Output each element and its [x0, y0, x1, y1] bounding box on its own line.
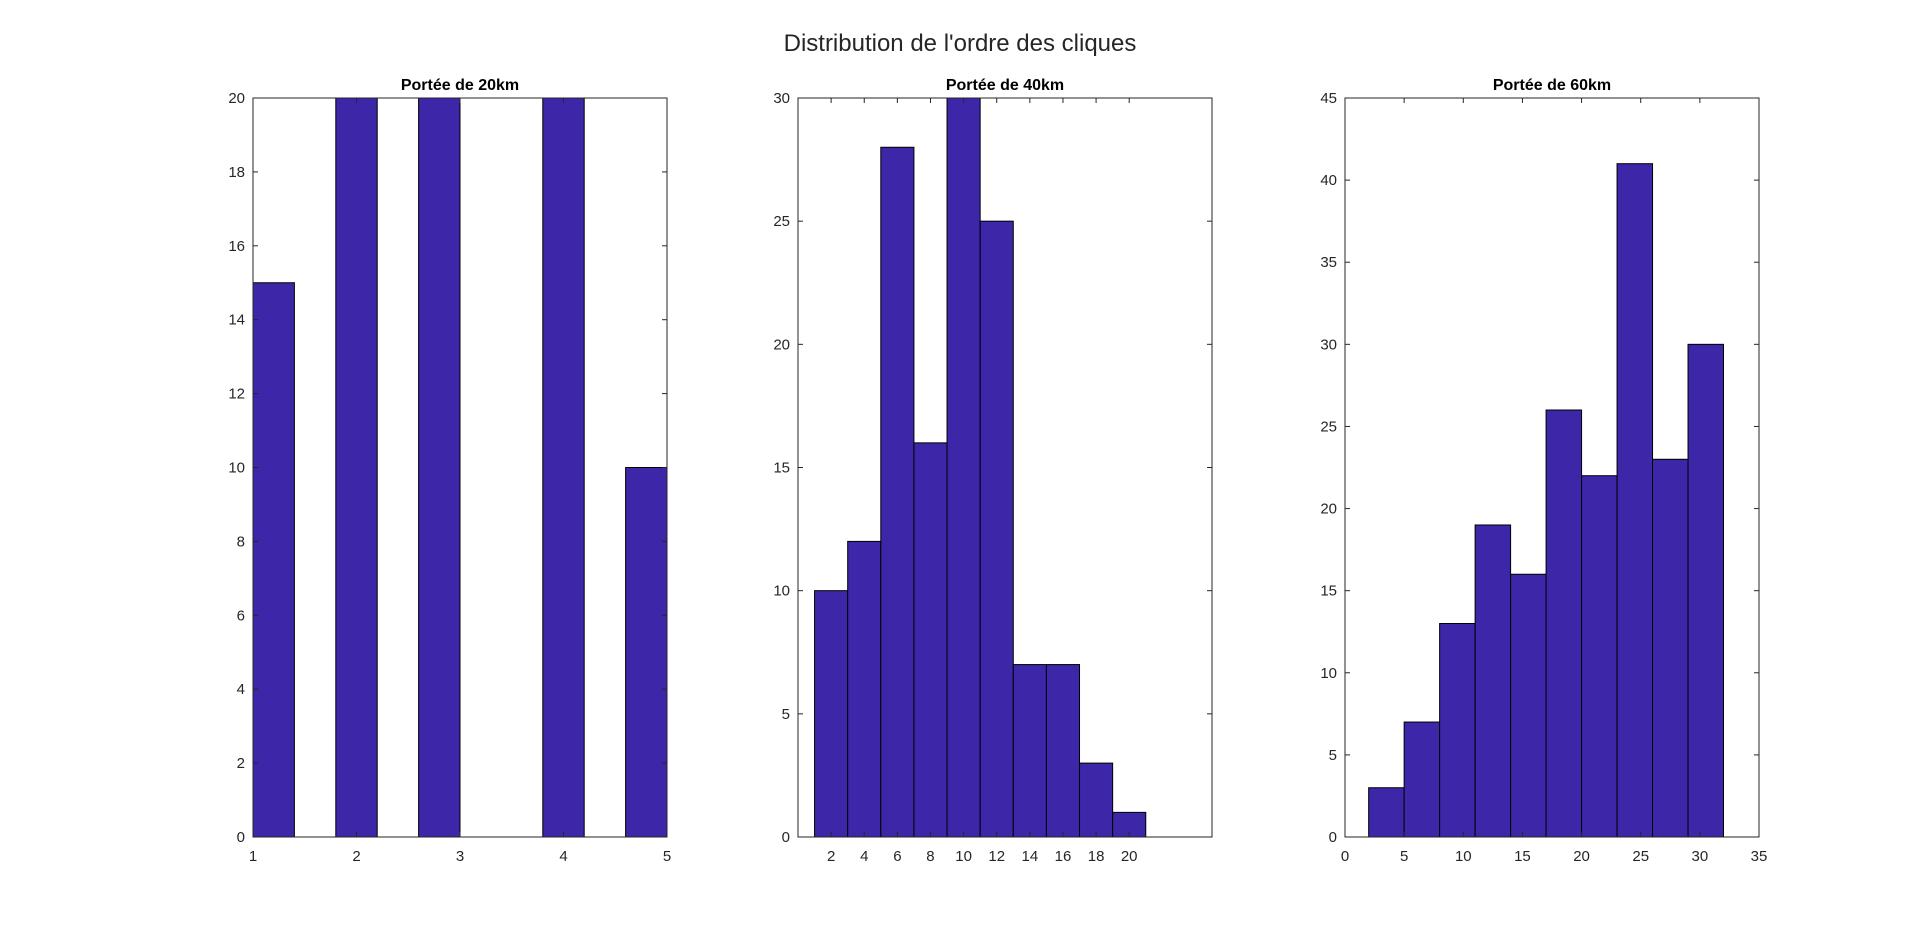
x-tick-label: 6	[893, 848, 901, 865]
histogram-bar	[1079, 762, 1114, 838]
histogram-bar	[814, 590, 849, 838]
y-tick-label: 25	[773, 213, 790, 230]
x-tick-label: 4	[559, 848, 567, 865]
subplot-2: 2 4 6 8 10 12 14 16 18 20 0 5 10 15 20 25 30 Portée de 40…	[773, 77, 1213, 865]
y-tick-label: 25	[1320, 418, 1337, 435]
histogram-bar	[913, 442, 948, 838]
y-tick-label: 0	[1329, 829, 1337, 846]
y-tick-label: 30	[773, 90, 790, 107]
histogram-bar	[252, 282, 295, 838]
y-tick-label: 45	[1320, 90, 1337, 107]
x-tick-label: 20	[1121, 848, 1138, 865]
histogram-bar	[1687, 343, 1725, 838]
histogram-bar	[1616, 163, 1654, 838]
histogram-bar	[1652, 458, 1689, 838]
x-tick-label: 18	[1088, 848, 1105, 865]
histogram-bar	[1439, 623, 1476, 838]
y-tick-label: 5	[782, 706, 790, 723]
x-tick-label: 10	[1455, 848, 1472, 865]
y-tick-label: 15	[1320, 583, 1337, 600]
y-tick-label: 16	[228, 238, 245, 255]
x-tick-label: 12	[988, 848, 1005, 865]
y-tick-label: 5	[1329, 747, 1337, 764]
x-tick-label: 8	[926, 848, 934, 865]
x-tick-label: 5	[1400, 848, 1408, 865]
y-tick-label: 10	[1320, 665, 1337, 682]
histogram-bar	[1403, 721, 1441, 838]
histogram-bar	[1510, 573, 1547, 838]
histogram-bar	[880, 146, 915, 838]
x-tick-label: 1	[249, 848, 257, 865]
x-tick-label: 4	[860, 848, 868, 865]
y-tick-label: 20	[228, 90, 245, 107]
x-tick-label: 16	[1055, 848, 1072, 865]
x-tick-label: 25	[1632, 848, 1649, 865]
histogram-bar	[1012, 664, 1047, 838]
histogram-bar	[418, 97, 461, 838]
y-tick-label: 15	[773, 460, 790, 477]
y-tick-label: 14	[228, 312, 245, 329]
figure-title: Distribution de l'ordre des cliques	[783, 30, 1137, 57]
y-tick-label: 20	[773, 336, 790, 353]
y-tick-label: 18	[228, 164, 245, 181]
histogram-bar	[979, 220, 1014, 838]
x-tick-label: 20	[1573, 848, 1590, 865]
histogram-bar	[946, 97, 981, 838]
x-tick-label: 2	[352, 848, 360, 865]
histogram-bar	[1474, 524, 1512, 838]
y-tick-label: 30	[1320, 336, 1337, 353]
y-tick-label: 0	[782, 829, 790, 846]
histogram-bar	[542, 97, 585, 838]
y-tick-label: 10	[228, 460, 245, 477]
x-tick-label: 3	[456, 848, 464, 865]
histogram-bar	[1045, 664, 1081, 838]
x-tick-label: 5	[663, 848, 671, 865]
histogram-bar	[1368, 787, 1405, 838]
histogram-bar	[335, 97, 378, 838]
histogram-bar	[1581, 475, 1618, 838]
x-tick-label: 35	[1751, 848, 1768, 865]
y-tick-label: 0	[237, 829, 245, 846]
subplot-title: Portée de 20km	[401, 77, 519, 94]
x-tick-label: 10	[955, 848, 972, 865]
y-tick-label: 4	[237, 681, 245, 698]
x-tick-label: 14	[1021, 848, 1038, 865]
y-tick-label: 10	[773, 583, 790, 600]
axes-box	[1344, 97, 1760, 838]
histogram-bar	[1545, 409, 1583, 838]
x-tick-label: 15	[1514, 848, 1531, 865]
y-tick-label: 8	[237, 533, 245, 550]
x-tick-label: 2	[827, 848, 835, 865]
y-tick-label: 6	[237, 607, 245, 624]
subplot-title: Portée de 60km	[1493, 77, 1611, 94]
histogram-bar	[847, 540, 882, 838]
y-tick-label: 40	[1320, 172, 1337, 189]
y-tick-label: 35	[1320, 254, 1337, 271]
x-tick-label: 30	[1692, 848, 1709, 865]
x-tick-label: 0	[1341, 848, 1349, 865]
histogram-bar	[625, 467, 668, 838]
y-tick-label: 12	[228, 386, 245, 403]
subplot-title: Portée de 40km	[946, 77, 1064, 94]
subplot-3: 0 5 10 15 20 25 30 35 0 5 10 15 20 25 30 35 40 45 Portée d…	[1320, 77, 1767, 865]
y-tick-label: 20	[1320, 501, 1337, 518]
y-tick-label: 2	[237, 755, 245, 772]
